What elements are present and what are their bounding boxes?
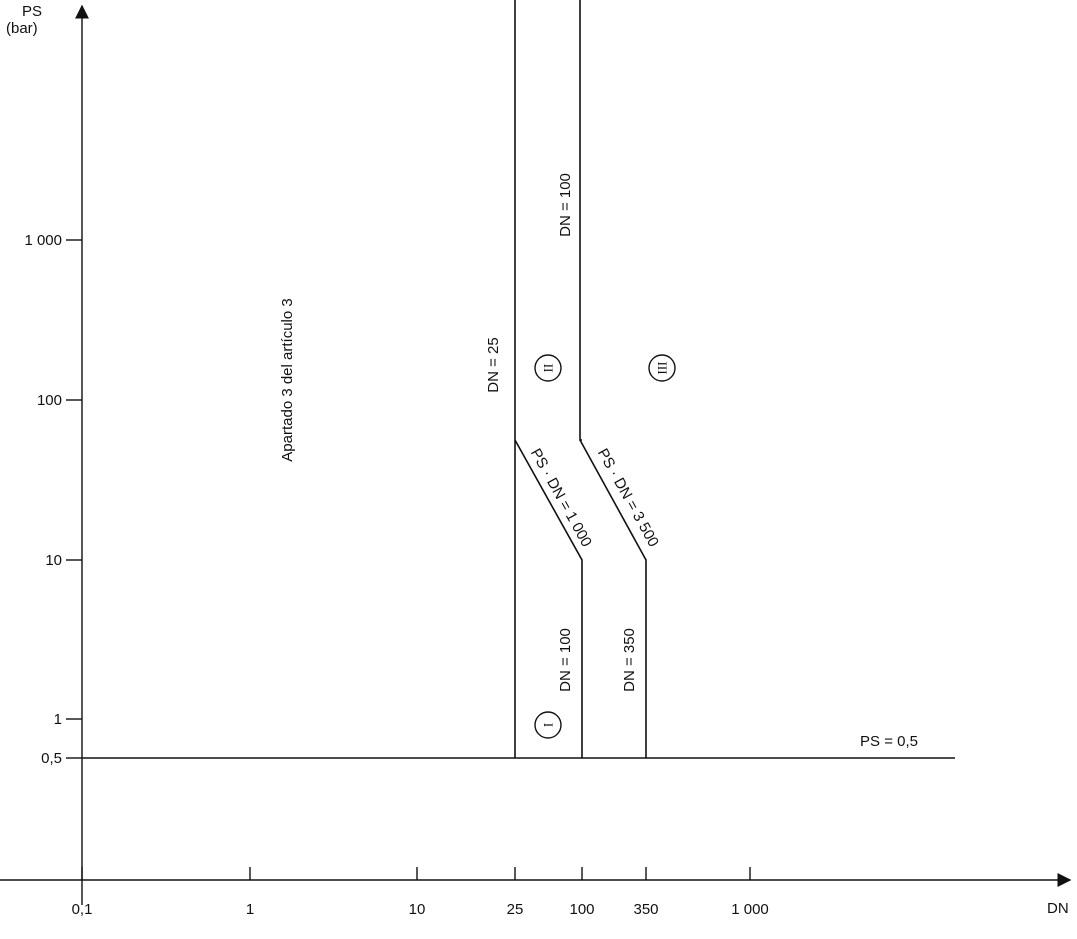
x-tick-label-100: 100 bbox=[569, 901, 594, 918]
category-i-label: I bbox=[541, 723, 556, 727]
label-psdn-3500: PS · DN = 3 500 bbox=[594, 446, 662, 550]
boundary-dn-100-upper bbox=[579, 0, 582, 441]
y-tick-label-1000: 1 000 bbox=[24, 232, 62, 249]
x-tick-label-01: 0,1 bbox=[72, 901, 93, 918]
boundary-psdn-3500-and-dn-350 bbox=[579, 439, 647, 758]
y-tick-label-05: 0,5 bbox=[41, 750, 62, 767]
y-axis-title-line2: (bar) bbox=[6, 20, 38, 37]
x-tick-label-25: 25 bbox=[507, 901, 524, 918]
x-tick-label-1: 1 bbox=[246, 901, 254, 918]
label-dn-100-top: DN = 100 bbox=[557, 173, 574, 237]
x-axis-title: DN bbox=[1047, 900, 1069, 917]
label-dn-25: DN = 25 bbox=[485, 337, 502, 392]
y-tick-label-100: 100 bbox=[37, 392, 62, 409]
category-i-marker: I bbox=[534, 711, 562, 739]
category-iii-label: III bbox=[655, 362, 670, 375]
y-axis-title-line1: PS bbox=[22, 3, 42, 20]
label-ps-05: PS = 0,5 bbox=[860, 733, 918, 750]
x-tick-label-1000: 1 000 bbox=[731, 901, 769, 918]
label-article-3-3: Apartado 3 del artículo 3 bbox=[279, 298, 296, 461]
label-dn-350: DN = 350 bbox=[621, 628, 638, 692]
label-psdn-1000: PS · DN = 1 000 bbox=[527, 446, 595, 550]
category-ii-marker: II bbox=[534, 354, 562, 382]
label-dn-100-bottom: DN = 100 bbox=[557, 628, 574, 692]
x-tick-label-350: 350 bbox=[633, 901, 658, 918]
category-iii-marker: III bbox=[648, 354, 676, 382]
category-ii-label: II bbox=[541, 364, 556, 373]
y-tick-label-1: 1 bbox=[54, 711, 62, 728]
y-tick-label-10: 10 bbox=[45, 552, 62, 569]
x-tick-label-10: 10 bbox=[409, 901, 426, 918]
boundary-psdn-1000-and-dn-100 bbox=[514, 439, 583, 758]
